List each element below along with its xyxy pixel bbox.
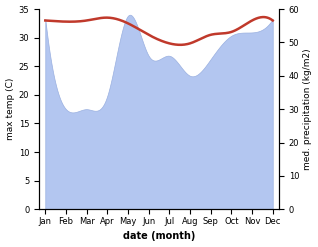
Y-axis label: med. precipitation (kg/m2): med. precipitation (kg/m2) [303, 48, 313, 170]
X-axis label: date (month): date (month) [123, 231, 195, 242]
Y-axis label: max temp (C): max temp (C) [5, 78, 15, 140]
